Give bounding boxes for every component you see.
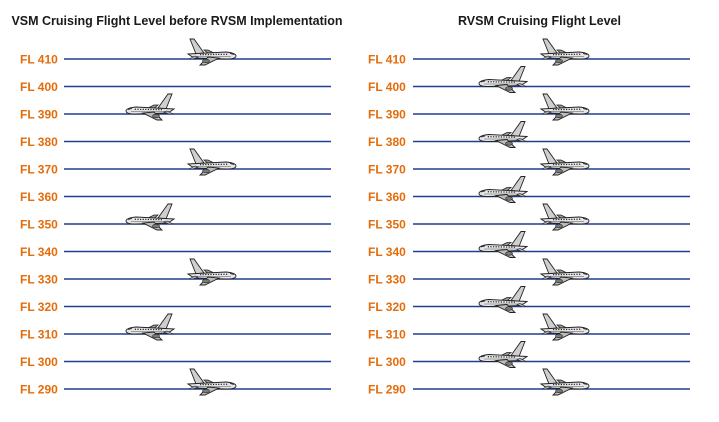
aircraft-westbound-icon [478, 66, 529, 93]
aircraft-eastbound-icon [539, 148, 590, 176]
flight-level-label: FL 320 [368, 300, 406, 314]
rvsm-levels-diagram: FL 410 FL 400 FL 390 FL 380 FL 370 FL 360 FL 3… [368, 38, 690, 397]
flight-level-label: FL 330 [20, 273, 58, 287]
aircraft-eastbound-icon [186, 148, 237, 176]
aircraft-westbound-icon [125, 93, 176, 121]
aircraft-eastbound-icon [186, 258, 237, 286]
aircraft-westbound-icon [478, 176, 529, 203]
flight-level-label: FL 390 [368, 108, 406, 122]
aircraft-westbound-icon [478, 121, 529, 148]
aircraft-westbound-icon [125, 203, 176, 231]
flight-level-label: FL 380 [368, 135, 406, 149]
aircraft-eastbound-icon [539, 368, 590, 396]
flight-level-label: FL 300 [20, 355, 58, 369]
aircraft-eastbound-icon [539, 203, 590, 231]
flight-level-label: FL 370 [368, 163, 406, 177]
aircraft-westbound-icon [125, 313, 176, 341]
flight-level-label: FL 400 [368, 80, 406, 94]
flight-level-label: FL 360 [368, 190, 406, 204]
vsm-panel: VSM Cruising Flight Level before RVSM Im… [11, 14, 343, 397]
aircraft-westbound-icon [478, 286, 529, 313]
aircraft-westbound-icon [478, 231, 529, 258]
flight-level-label: FL 410 [368, 53, 406, 67]
aircraft-eastbound-icon [186, 368, 237, 396]
flight-level-label: FL 350 [20, 218, 58, 232]
flight-level-label: FL 320 [20, 300, 58, 314]
flight-level-label: FL 340 [20, 245, 58, 259]
flight-level-label: FL 400 [20, 80, 58, 94]
flight-level-label: FL 330 [368, 273, 406, 287]
rvsm-panel-title: RVSM Cruising Flight Level [458, 14, 621, 28]
flight-level-label: FL 370 [20, 163, 58, 177]
flight-level-label: FL 350 [368, 218, 406, 232]
aircraft-eastbound-icon [539, 93, 590, 121]
aircraft-westbound-icon [478, 341, 529, 368]
aircraft-eastbound-icon [539, 313, 590, 341]
flight-level-label: FL 360 [20, 190, 58, 204]
aircraft-eastbound-icon [539, 258, 590, 286]
rvsm-panel: RVSM Cruising Flight Level FL 410 FL 400 F… [360, 0, 719, 422]
flight-level-label: FL 410 [20, 53, 58, 67]
vsm-levels-diagram: FL 410 FL 400 FL 390 FL 380 FL 370 FL 360 FL 3… [20, 38, 331, 397]
flight-level-label: FL 310 [368, 328, 406, 342]
vsm-panel-title: VSM Cruising Flight Level before RVSM Im… [11, 14, 343, 28]
aircraft-eastbound-icon [539, 38, 590, 66]
flight-level-label: FL 290 [368, 383, 406, 397]
flight-level-label: FL 290 [20, 383, 58, 397]
flight-level-label: FL 380 [20, 135, 58, 149]
flight-level-label: FL 300 [368, 355, 406, 369]
flight-level-label: FL 340 [368, 245, 406, 259]
flight-level-label: FL 390 [20, 108, 58, 122]
aircraft-eastbound-icon [186, 38, 237, 66]
flight-level-label: FL 310 [20, 328, 58, 342]
